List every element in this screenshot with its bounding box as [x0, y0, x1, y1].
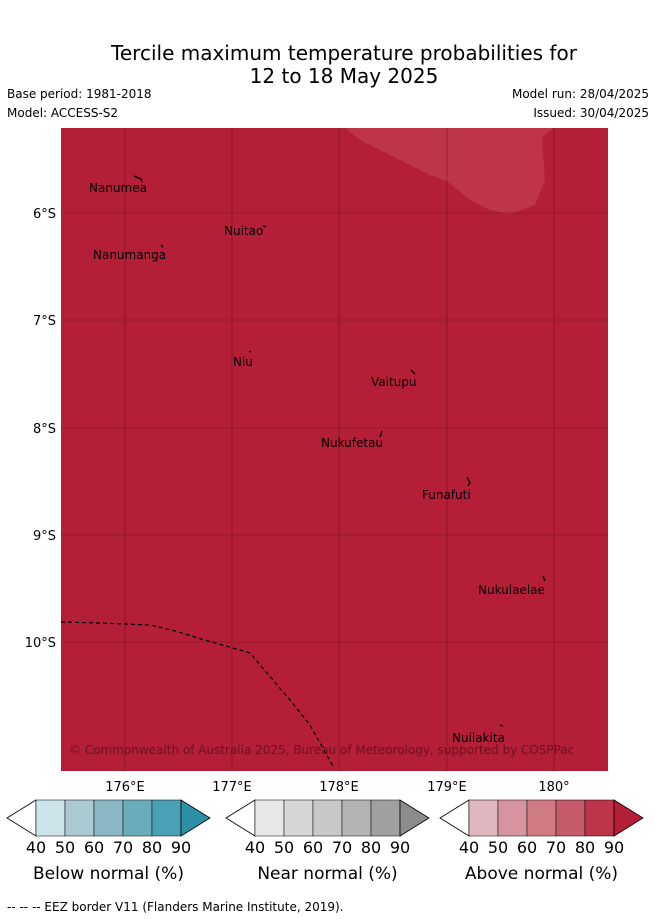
map-background	[61, 128, 608, 771]
lighter-probability-region	[345, 128, 553, 214]
colorbar-segment	[584, 799, 615, 837]
colorbar-tick: 80	[141, 838, 163, 857]
colorbar-tick: 50	[54, 838, 76, 857]
colorbar-tick: 70	[331, 838, 353, 857]
colorbar-segment	[370, 799, 401, 837]
colorbar-segment	[35, 799, 66, 837]
colorbar-tick: 50	[273, 838, 295, 857]
lat-label: 8°S	[33, 422, 56, 437]
title-line-2: 12 to 18 May 2025	[249, 64, 439, 88]
eez-border-line	[60, 621, 335, 769]
lon-label: 178°E	[319, 780, 359, 795]
colorbar-segment	[312, 799, 343, 837]
colorbar-label: Above normal (%)	[464, 864, 619, 884]
colorbar-segment	[341, 799, 372, 837]
copyright-text: © Commonwealth of Australia 2025, Bureau…	[69, 743, 574, 757]
colorbar-tick: 60	[302, 838, 324, 857]
base-period: Base period: 1981-2018	[7, 87, 152, 101]
colorbar-tick: 50	[487, 838, 509, 857]
lat-label: 6°S	[33, 207, 56, 222]
colorbar-tick: 60	[516, 838, 538, 857]
colorbar-tick: 40	[458, 838, 480, 857]
colorbar-label: Below normal (%)	[33, 864, 184, 884]
colorbar-left-extend	[6, 799, 37, 837]
colorbar-tick: 70	[545, 838, 567, 857]
island-shape	[466, 476, 471, 487]
colorbar-right-extend	[613, 799, 644, 837]
colorbar-tick: 90	[389, 838, 411, 857]
place-label: Nanumanga	[93, 248, 166, 262]
lon-label: 176°E	[105, 780, 145, 795]
place-label: Nukufetau	[321, 436, 383, 450]
lat-label: 7°S	[33, 314, 56, 329]
colorbar-segment	[151, 799, 182, 837]
colorbar-left-extend	[439, 799, 470, 837]
colorbar-tick: 40	[244, 838, 266, 857]
title-line-1: Tercile maximum temperature probabilitie…	[111, 41, 577, 65]
colorbar-segment	[254, 799, 285, 837]
model-name: Model: ACCESS-S2	[7, 106, 119, 120]
lon-label: 180°	[538, 780, 569, 795]
colorbar-segment	[555, 799, 586, 837]
lon-label: 177°E	[212, 780, 252, 795]
island-shape	[262, 225, 267, 228]
colorbar-segment	[122, 799, 153, 837]
colorbar-segment	[64, 799, 95, 837]
map-layer: 6°S 7°S 8°S 9°S 10°S 176°E 177°E 178°E 179°E 180°…	[6, 128, 644, 837]
colorbar-segment	[93, 799, 124, 837]
colorbar-segment	[468, 799, 499, 837]
place-label: Nanumea	[89, 181, 147, 195]
colorbar-left-extend	[225, 799, 256, 837]
colorbar-tick: 80	[360, 838, 382, 857]
lat-label: 10°S	[25, 636, 56, 651]
colorbar-right-extend	[399, 799, 430, 837]
colorbar-tick: 90	[603, 838, 625, 857]
colorbar-label: Near normal (%)	[257, 864, 398, 884]
island-shape	[542, 575, 546, 582]
lat-label: 9°S	[33, 529, 56, 544]
place-label: Nuitao	[224, 224, 263, 238]
colorbar-segment	[526, 799, 557, 837]
colorbar-segment	[283, 799, 314, 837]
island-shape	[248, 350, 252, 353]
model-run: Model run: 28/04/2025	[511, 87, 649, 101]
place-label: Nukulaelae	[478, 583, 545, 597]
lon-label: 179°E	[427, 780, 467, 795]
island-shape	[133, 175, 143, 183]
place-label: Funafuti	[422, 488, 471, 502]
colorbar-tick: 40	[25, 838, 47, 857]
colorbar-right-extend	[180, 799, 211, 837]
eez-footnote: -- -- -- EEZ border V11 (Flanders Marine…	[7, 900, 344, 914]
island-shape	[160, 244, 164, 248]
colorbar-tick: 60	[83, 838, 105, 857]
colorbar-tick: 70	[112, 838, 134, 857]
place-label: Nuilakita	[452, 731, 505, 745]
island-shape	[499, 724, 504, 727]
place-label: Vaitupu	[371, 375, 417, 389]
issued-date: Issued: 30/04/2025	[533, 106, 649, 120]
colorbar-segment	[497, 799, 528, 837]
island-shape	[410, 369, 416, 375]
colorbar-tick: 90	[170, 838, 192, 857]
colorbar-tick: 80	[574, 838, 596, 857]
place-label: Niu	[233, 355, 253, 369]
island-shape	[379, 430, 383, 438]
